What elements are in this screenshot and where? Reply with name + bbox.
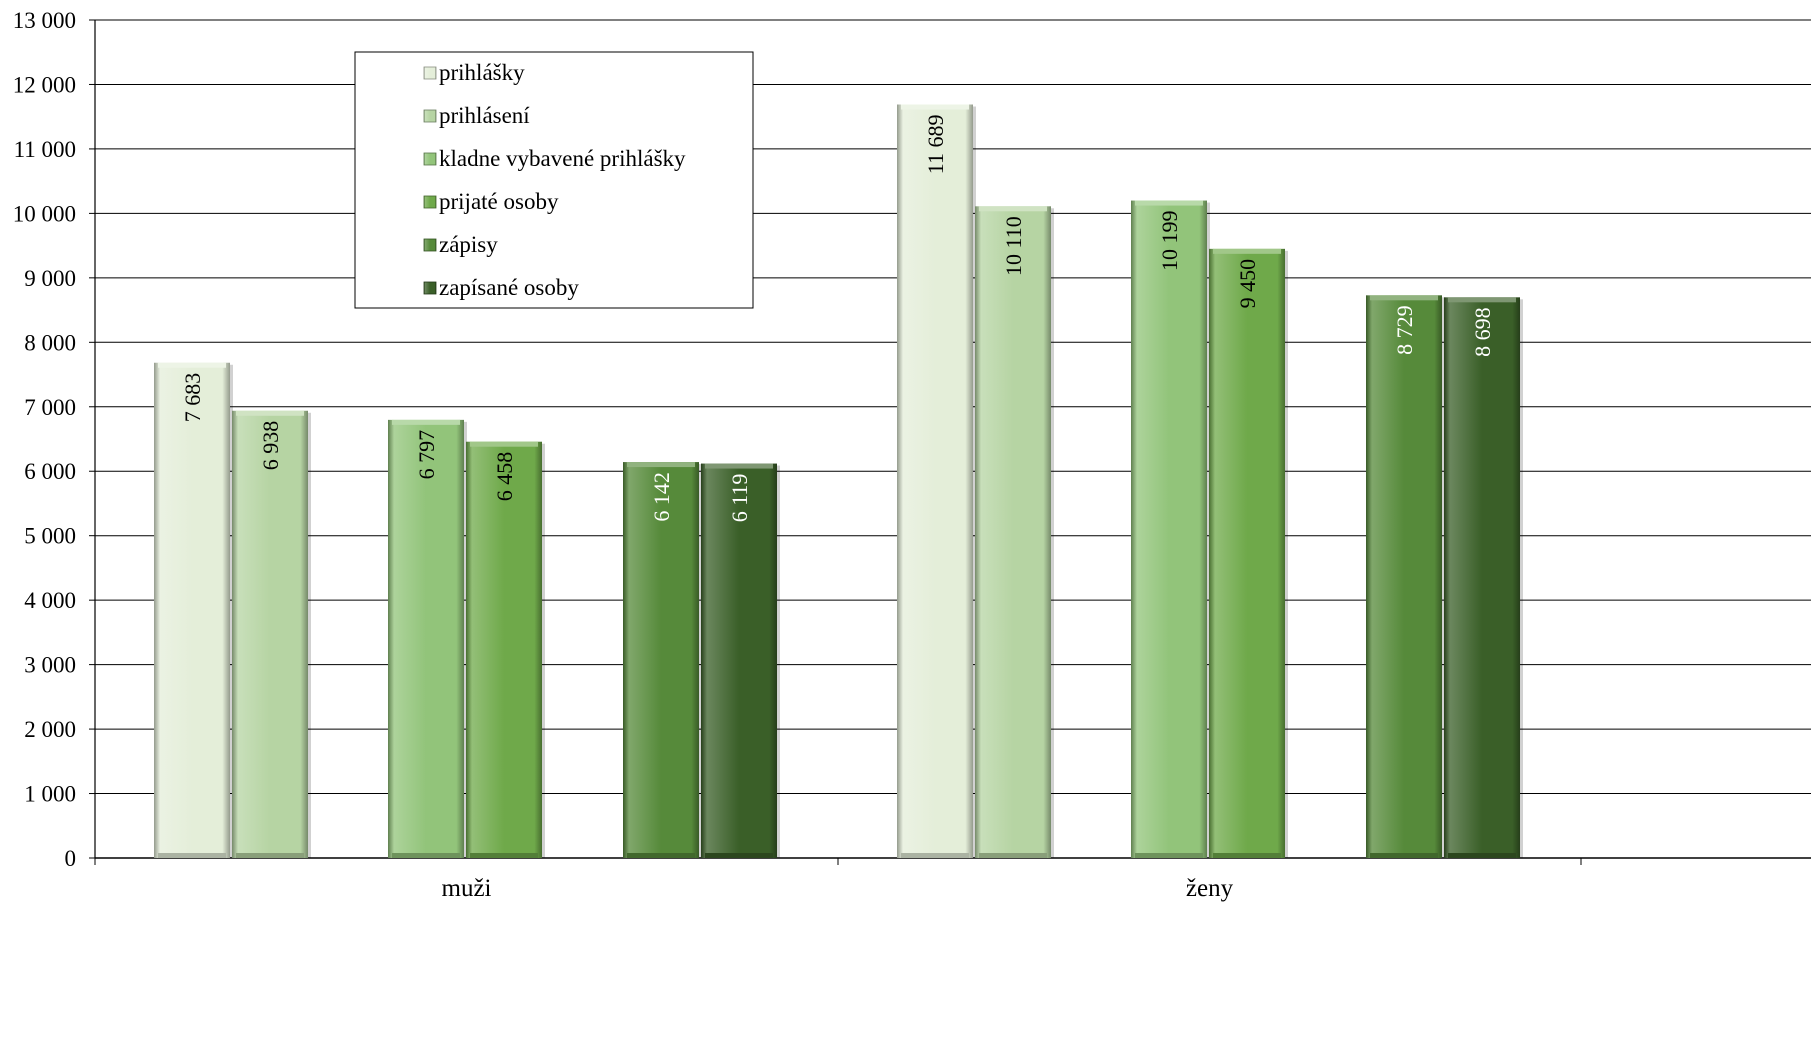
legend-label: zápisy [439,232,498,257]
data-label: 10 199 [1157,211,1182,272]
bars [154,104,1523,859]
bar [154,362,233,858]
bar [897,104,976,858]
data-label: 6 119 [727,474,752,523]
legend: prihlášky prihlásení kladne vybavené prihl… [354,51,754,309]
y-tick-label: 6 000 [24,459,76,484]
data-label: 6 458 [492,452,517,502]
data-label: 6 938 [258,421,283,471]
legend-label: zapísané osoby [439,275,579,300]
y-tick-label: 2 000 [24,717,76,742]
legend-item: prihlásení [423,103,530,128]
data-labels: 7 683 6 938 6 797 6 458 6 142 6 119 11 689 10 1… [180,115,1495,523]
bar [1131,200,1210,858]
data-label: 10 110 [1001,216,1026,276]
bar [975,206,1054,859]
legend-swatch [423,66,437,80]
legend-label: prihlášky [439,60,525,85]
bar [232,410,311,858]
data-label: 6 797 [414,430,439,480]
legend-swatch [423,152,437,166]
bar [1366,295,1445,859]
y-tick-label: 3 000 [24,653,76,678]
y-tick-label: 12 000 [13,72,76,97]
bar [1444,297,1523,858]
data-label: 9 450 [1235,259,1260,309]
y-tick-label: 9 000 [24,266,76,291]
axes: 0 1 000 2 000 3 000 4 000 5 000 6 000 7 000 8 00… [13,8,1811,902]
data-label: 8 698 [1470,307,1495,357]
y-tick-label: 4 000 [24,588,76,613]
data-label: 11 689 [923,115,948,175]
y-tick-label: 13 000 [13,8,76,33]
category-label: muži [442,875,492,902]
data-label: 8 729 [1392,305,1417,355]
bar [1209,248,1288,859]
legend-swatch [423,238,437,252]
bar [623,462,702,858]
legend-swatch [423,195,437,209]
bar [466,441,545,858]
legend-box [354,51,754,309]
legend-item: zapísané osoby [423,275,579,300]
data-label: 6 142 [649,472,674,522]
legend-swatch [423,109,437,123]
legend-item: prijaté osoby [423,189,559,214]
bar [388,419,467,858]
y-tick-label: 10 000 [13,201,76,226]
legend-swatch [423,281,437,295]
legend-label: kladne vybavené prihlášky [439,146,686,171]
y-tick-label: 1 000 [24,782,76,807]
y-tick-label: 0 [65,846,77,871]
legend-label: prijaté osoby [439,189,559,214]
bar [701,463,780,858]
legend-item: kladne vybavené prihlášky [423,146,686,171]
legend-item: zápisy [423,232,498,257]
legend-label: prihlásení [439,103,530,128]
data-label: 7 683 [180,373,205,423]
y-tick-label: 11 000 [14,137,76,162]
y-tick-label: 8 000 [24,330,76,355]
category-label: ženy [1186,875,1234,902]
y-tick-label: 7 000 [24,395,76,420]
y-tick-label: 5 000 [24,524,76,549]
legend-item: prihlášky [423,60,525,85]
